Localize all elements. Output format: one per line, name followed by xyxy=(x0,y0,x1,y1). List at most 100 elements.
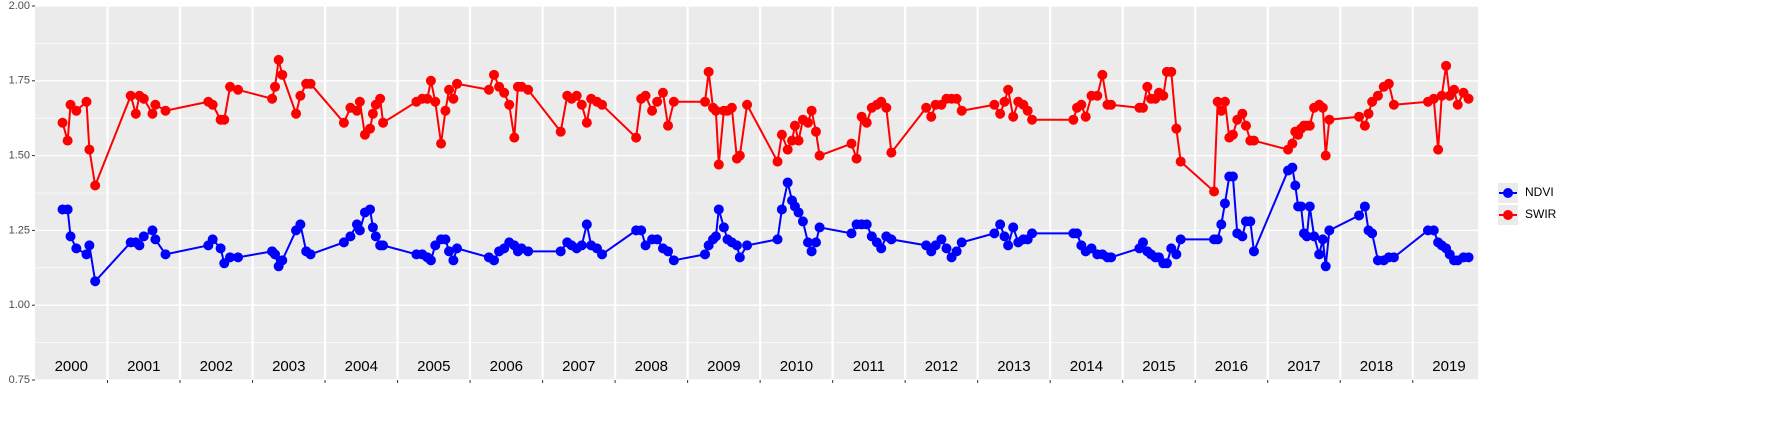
point xyxy=(1166,66,1177,77)
point xyxy=(1022,105,1033,116)
point xyxy=(57,117,68,128)
point xyxy=(999,231,1010,242)
point xyxy=(710,105,721,116)
point xyxy=(489,255,500,266)
point xyxy=(62,204,73,215)
point xyxy=(1324,114,1335,125)
point xyxy=(1106,99,1117,110)
point xyxy=(207,99,218,110)
point xyxy=(1314,249,1325,260)
point xyxy=(1324,225,1335,236)
point xyxy=(1027,114,1038,125)
point xyxy=(219,114,230,125)
point xyxy=(1304,201,1315,212)
point xyxy=(1248,246,1259,257)
point xyxy=(1212,96,1223,107)
year-label: 2013 xyxy=(997,358,1030,375)
point xyxy=(1008,111,1019,122)
legend-point xyxy=(1503,188,1513,198)
point xyxy=(277,255,288,266)
point xyxy=(951,246,962,257)
legend-label: NDVI xyxy=(1525,185,1554,199)
point xyxy=(797,216,808,227)
point xyxy=(802,117,813,128)
year-label: 2002 xyxy=(200,358,233,375)
point xyxy=(1068,114,1079,125)
point xyxy=(951,93,962,104)
point xyxy=(354,225,365,236)
point xyxy=(1388,252,1399,263)
point xyxy=(802,237,813,248)
point xyxy=(436,138,447,149)
point xyxy=(138,231,149,242)
point xyxy=(1304,120,1315,131)
legend-item: NDVI xyxy=(1498,183,1554,203)
point xyxy=(1237,231,1248,242)
point xyxy=(160,249,171,260)
point xyxy=(926,111,937,122)
point xyxy=(270,81,281,92)
point xyxy=(444,84,455,95)
point xyxy=(782,177,793,188)
point xyxy=(81,249,92,260)
point xyxy=(1428,225,1439,236)
year-label: 2001 xyxy=(127,358,160,375)
point xyxy=(1320,150,1331,161)
point xyxy=(84,240,95,251)
point xyxy=(483,84,494,95)
point xyxy=(555,246,566,257)
point xyxy=(597,99,608,110)
point xyxy=(448,93,459,104)
point xyxy=(215,243,226,254)
point xyxy=(1367,228,1378,239)
point xyxy=(726,102,737,113)
point xyxy=(1171,249,1182,260)
point xyxy=(1158,90,1169,101)
point xyxy=(731,240,742,251)
point xyxy=(233,252,244,263)
point xyxy=(1320,261,1331,272)
point xyxy=(876,243,887,254)
year-label: 2018 xyxy=(1360,358,1393,375)
point xyxy=(700,249,711,260)
point xyxy=(1216,219,1227,230)
point xyxy=(338,117,349,128)
point xyxy=(1237,108,1248,119)
point xyxy=(597,249,608,260)
point xyxy=(806,246,817,257)
point xyxy=(1142,81,1153,92)
point xyxy=(1363,108,1374,119)
point xyxy=(130,108,141,119)
point xyxy=(861,117,872,128)
point xyxy=(936,234,947,245)
y-tick-label: 1.75 xyxy=(9,75,30,87)
point xyxy=(1219,198,1230,209)
point xyxy=(861,219,872,230)
year-label: 2016 xyxy=(1215,358,1248,375)
point xyxy=(1106,252,1117,263)
point xyxy=(90,276,101,287)
point xyxy=(668,96,679,107)
point xyxy=(1372,90,1383,101)
legend-label: SWIR xyxy=(1525,207,1557,221)
point xyxy=(1072,228,1083,239)
point xyxy=(430,96,441,107)
year-label: 2003 xyxy=(272,358,305,375)
point xyxy=(1354,111,1365,122)
point xyxy=(713,159,724,170)
y-tick-label: 1.50 xyxy=(9,150,30,162)
point xyxy=(1290,180,1301,191)
point xyxy=(1354,210,1365,221)
point xyxy=(150,234,161,245)
point xyxy=(489,69,500,80)
point xyxy=(846,228,857,239)
point xyxy=(62,135,73,146)
point xyxy=(1212,234,1223,245)
point xyxy=(1092,90,1103,101)
point xyxy=(1137,102,1148,113)
point xyxy=(90,180,101,191)
year-label: 2010 xyxy=(780,358,813,375)
point xyxy=(378,117,389,128)
point xyxy=(440,105,451,116)
